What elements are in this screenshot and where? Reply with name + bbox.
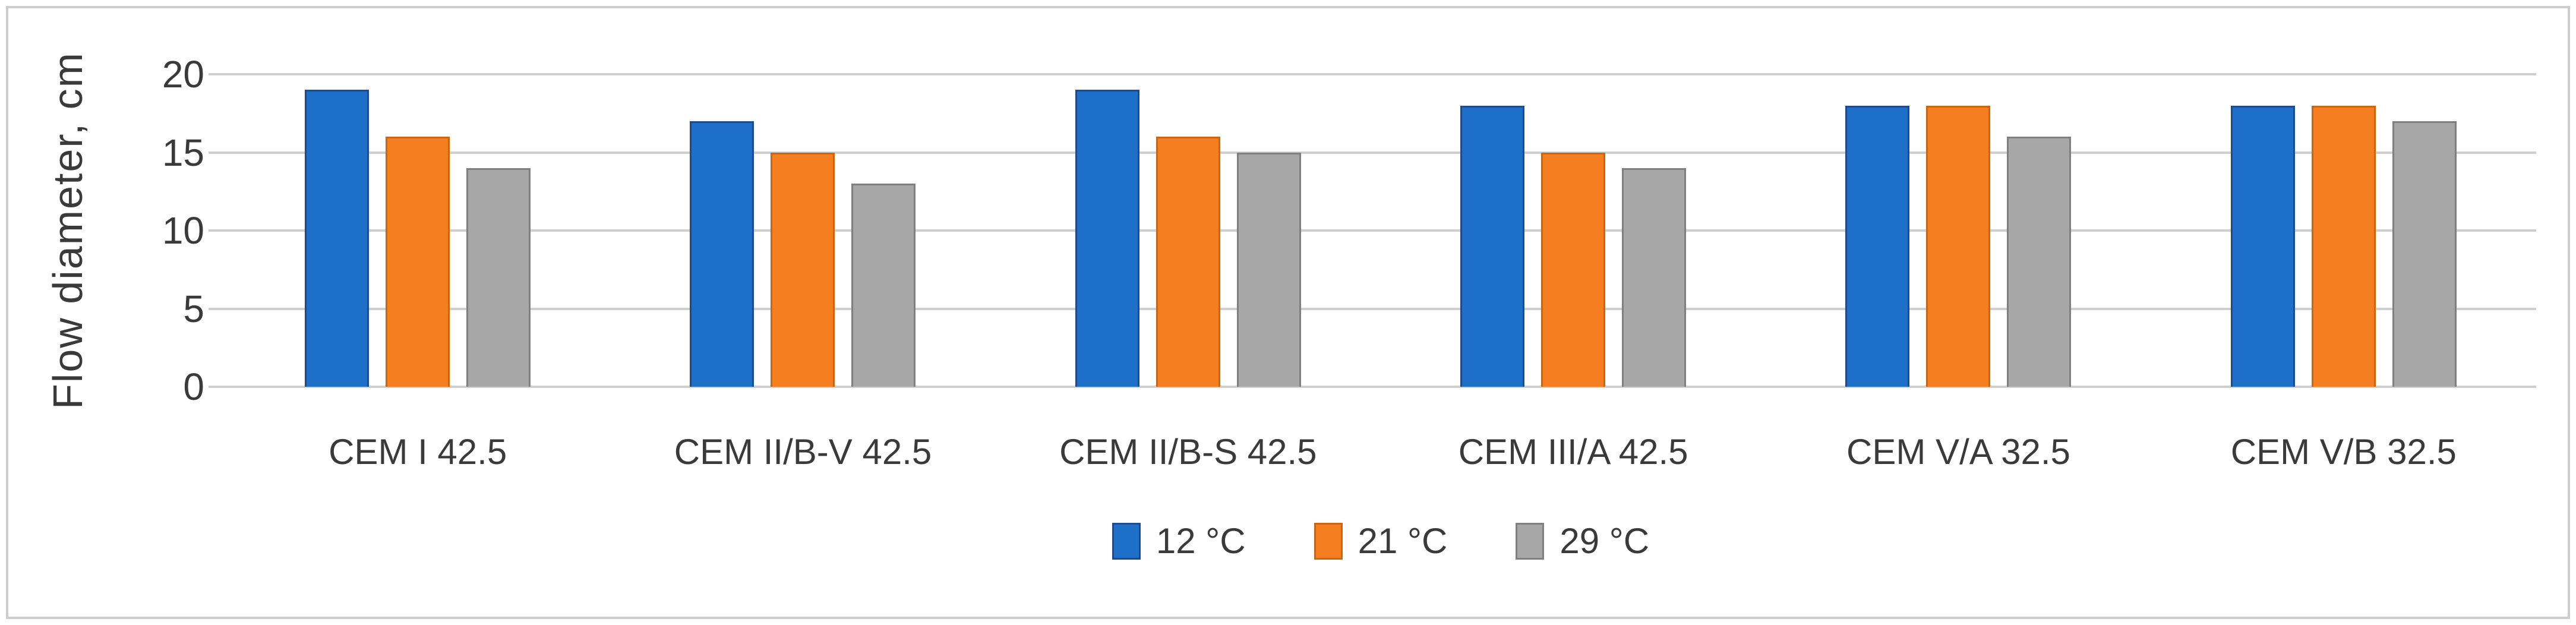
y-tick-label-15: 15	[162, 131, 204, 174]
bar-21C-group6	[2311, 105, 2376, 387]
bar-groups	[225, 74, 2536, 387]
bar-29C-group1	[466, 168, 531, 387]
bar-group-4	[1381, 74, 1766, 387]
legend-item-21C: 21 °C	[1314, 520, 1448, 561]
bar-29C-group3	[1236, 152, 1301, 387]
legend-label: 29 °C	[1560, 521, 1650, 561]
legend-item-12C: 12 °C	[1112, 520, 1246, 561]
x-category-label-4: CEM III/A 42.5	[1458, 432, 1688, 472]
bar-group-3	[996, 74, 1381, 387]
bar-29C-group5	[2007, 137, 2072, 387]
bar-21C-group1	[386, 137, 450, 387]
bar-21C-group3	[1156, 137, 1220, 387]
legend-swatch-icon	[1314, 522, 1343, 560]
bar-12C-group6	[2230, 105, 2295, 387]
y-tick-label-10: 10	[162, 209, 204, 252]
x-category-label-6: CEM V/B 32.5	[2230, 432, 2457, 472]
bar-12C-group4	[1460, 105, 1525, 387]
bar-group-5	[1766, 74, 2151, 387]
bar-21C-group4	[1541, 152, 1606, 387]
legend-swatch-icon	[1112, 522, 1141, 560]
bar-group-6	[2151, 74, 2536, 387]
chart-figure: Flow diameter, cm 0 5 10 15 20 CEM I 42.5 CEM…	[6, 6, 2570, 619]
bar-12C-group3	[1075, 90, 1139, 387]
y-tick-label-0: 0	[183, 365, 204, 408]
legend: 12 °C 21 °C 29 °C	[225, 520, 2536, 561]
x-category-label-3: CEM II/B-S 42.5	[1059, 432, 1317, 472]
gridline-0	[209, 386, 2536, 388]
bar-group-1	[225, 74, 610, 387]
x-category-label-1: CEM I 42.5	[329, 432, 507, 472]
x-category-label-2: CEM II/B-V 42.5	[674, 432, 932, 472]
legend-swatch-icon	[1516, 522, 1545, 560]
gridline-10	[209, 229, 2536, 232]
bar-12C-group5	[1845, 105, 1910, 387]
gridline-15	[209, 151, 2536, 154]
gridline-20	[209, 73, 2536, 75]
plot-area	[209, 73, 2536, 388]
y-tick-label-20: 20	[162, 53, 204, 96]
y-axis-tick-labels: 0 5 10 15 20	[91, 55, 204, 406]
y-tick-label-5: 5	[183, 287, 204, 330]
bar-12C-group2	[690, 121, 755, 387]
legend-label: 12 °C	[1156, 521, 1246, 561]
bar-29C-group4	[1622, 168, 1687, 387]
y-axis-title: Flow diameter, cm	[45, 52, 91, 409]
bar-29C-group2	[851, 184, 916, 387]
legend-item-29C: 29 °C	[1516, 520, 1649, 561]
x-category-label-5: CEM V/A 32.5	[1846, 432, 2070, 472]
x-axis-category-labels: CEM I 42.5 CEM II/B-V 42.5 CEM II/B-S 42.5…	[225, 431, 2536, 472]
gridline-5	[209, 307, 2536, 310]
bar-12C-group1	[305, 90, 370, 387]
legend-label: 21 °C	[1358, 521, 1448, 561]
bar-21C-group2	[771, 152, 835, 387]
bar-21C-group5	[1926, 105, 1991, 387]
bar-group-2	[610, 74, 995, 387]
bar-29C-group6	[2392, 121, 2457, 387]
